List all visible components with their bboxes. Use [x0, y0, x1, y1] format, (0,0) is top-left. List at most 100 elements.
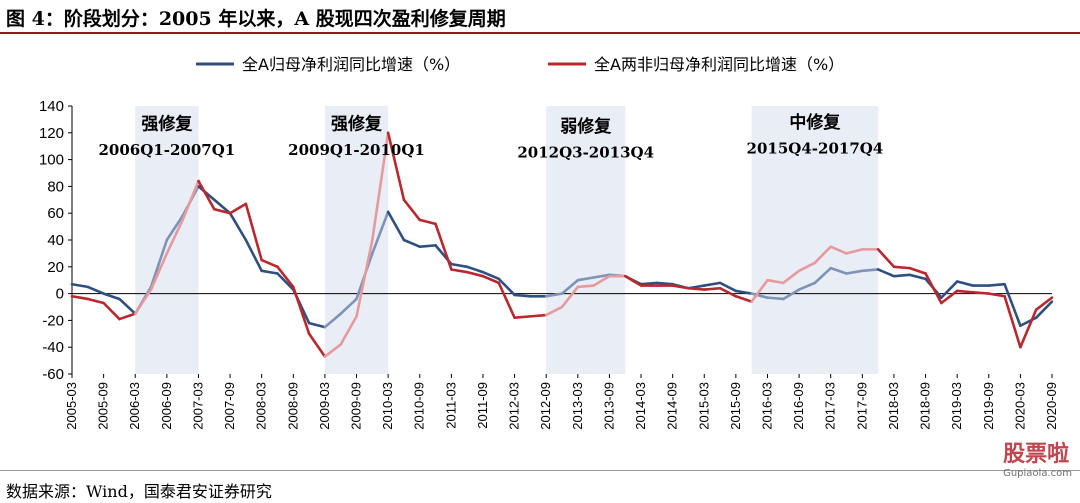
x-tick-label: 2013-09 — [601, 382, 616, 430]
series-1-segment — [450, 262, 469, 269]
x-tick-label: 2008-03 — [254, 382, 269, 430]
series-2-segment — [497, 281, 516, 320]
x-tick-label: 2006-03 — [127, 382, 142, 430]
series-2-segment — [1034, 296, 1054, 311]
series-2-segment — [418, 218, 437, 226]
y-tick-label: -40 — [42, 339, 64, 356]
series-2-segment — [845, 248, 864, 255]
series-2-segment — [355, 238, 374, 318]
series-2-segment — [766, 278, 785, 285]
series-1-segment — [165, 214, 184, 242]
x-tick-label: 2007-09 — [222, 382, 237, 430]
series-1-segment — [718, 281, 738, 293]
series-1-segment — [323, 312, 343, 329]
series-1-segment — [260, 269, 279, 275]
series-1-segment — [892, 273, 912, 278]
series-2-segment — [529, 313, 548, 318]
watermark-logo: 股票啦 Gupiaola.com — [1003, 436, 1072, 479]
x-tick-label: 2005-09 — [96, 382, 111, 430]
x-tick-label: 2011-09 — [475, 382, 490, 429]
series-1-segment — [418, 244, 437, 248]
x-tick-label: 2013-03 — [570, 382, 585, 430]
series-2-segment — [276, 265, 295, 289]
series-1-segment — [908, 273, 927, 281]
x-tick-label: 2020-03 — [1012, 382, 1027, 430]
period-name-3: 弱修复 — [560, 116, 612, 137]
series-2-segment — [481, 274, 501, 285]
legend-label-2: 全A两非归母净利润同比增速（%） — [594, 55, 844, 74]
series-1-segment — [86, 285, 105, 295]
y-tick-label: 120 — [39, 125, 64, 142]
x-tick-label: 2009-09 — [349, 382, 364, 430]
y-tick-label: 20 — [47, 259, 64, 276]
series-1-segment — [307, 321, 327, 329]
chart-legend: 全A归母净利润同比增速（%） 全A两非归母净利润同比增速（%） — [196, 55, 844, 74]
series-1-segment — [829, 266, 848, 275]
series-1-segment — [861, 268, 880, 273]
series-1-segment — [402, 238, 422, 248]
series-1-segment — [244, 238, 263, 273]
x-tick-label: 2020-09 — [1044, 382, 1059, 430]
series-2-segment — [576, 284, 595, 289]
shaded-period-3 — [546, 106, 626, 374]
series-2-segment — [876, 248, 896, 269]
series-1-segment — [734, 289, 753, 295]
series-2-segment — [544, 305, 564, 317]
series-1-segment — [497, 277, 516, 297]
x-tick-label: 2016-03 — [759, 382, 774, 430]
series-2-segment — [339, 315, 358, 346]
series-1-segment — [544, 292, 564, 298]
x-tick-label: 2012-09 — [538, 382, 553, 430]
series-2-segment — [940, 289, 959, 305]
series-1-segment — [940, 280, 959, 299]
series-1-segment — [702, 281, 722, 287]
series-2-segment — [924, 272, 943, 305]
series-1-segment — [813, 266, 833, 285]
x-tick-label: 2014-03 — [633, 382, 648, 430]
series-1-segment — [102, 292, 121, 301]
x-tick-label: 2005-03 — [64, 382, 79, 430]
series-2-segment — [592, 274, 611, 287]
series-1-segment — [876, 268, 896, 278]
x-tick-label: 2019-09 — [981, 382, 996, 430]
period-labels: 强修复 2006Q1-2007Q1 强修复 2009Q1-2010Q1 弱修复 2012Q… — [98, 112, 883, 161]
series-2-segment — [623, 274, 643, 287]
x-tick-label: 2017-09 — [854, 382, 869, 430]
series-1-segment — [766, 296, 785, 301]
shaded-period-4 — [751, 106, 879, 374]
series-2-segment — [1019, 308, 1038, 349]
y-tick-label: 100 — [39, 152, 64, 169]
series-2-segment — [734, 294, 753, 303]
period-name-2: 强修复 — [331, 113, 383, 134]
series-2-segment — [450, 268, 469, 274]
x-tick-label: 2007-03 — [190, 382, 205, 430]
series-2-segment — [908, 266, 927, 275]
series-2-segment — [102, 301, 121, 321]
line-chart: -60 -40 -20 0 20 40 60 80 100 120 140 2005-03 2005-0… — [39, 55, 1059, 430]
series-1-segment — [987, 282, 1006, 287]
title-rule — [0, 32, 1080, 34]
series-lines — [70, 131, 1054, 358]
series-2-segment — [371, 131, 390, 242]
series-1-segment — [592, 273, 611, 279]
series-2-segment — [781, 269, 801, 285]
series-2-segment — [181, 179, 200, 222]
series-1-segment — [481, 270, 501, 281]
series-2-segment — [892, 265, 912, 270]
series-1-segment — [955, 280, 975, 287]
series-2-segment — [260, 258, 279, 269]
series-1-segment — [513, 293, 532, 298]
period-range-3: 2012Q3-2013Q4 — [517, 144, 654, 162]
x-tick-label: 2008-09 — [285, 382, 300, 430]
series-2-segment — [702, 286, 722, 291]
period-range-2: 2009Q1-2010Q1 — [288, 141, 425, 159]
series-2-segment — [291, 285, 311, 336]
series-1-segment — [371, 210, 390, 255]
series-1-segment — [276, 272, 295, 291]
series-2-segment — [671, 284, 690, 290]
x-tick-label: 2018-03 — [886, 382, 901, 430]
y-tick-label: -20 — [42, 312, 64, 329]
series-2-segment — [687, 286, 706, 291]
series-2-segment — [813, 245, 833, 265]
series-2-segment — [149, 252, 169, 291]
